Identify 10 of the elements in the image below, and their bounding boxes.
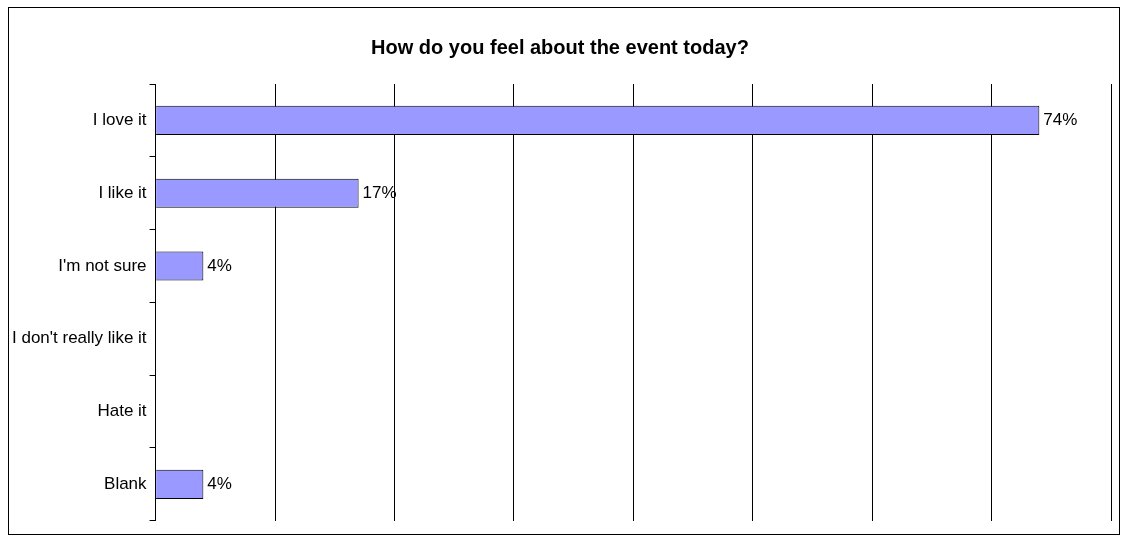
y-tick-label: Hate it [97, 401, 147, 421]
data-label: 74% [1043, 110, 1078, 130]
y-tick-label: I'm not sure [58, 255, 147, 275]
data-label: 4% [207, 474, 232, 494]
y-tick-label: I love it [92, 110, 147, 130]
y-tick-label: I don't really like it [11, 328, 147, 348]
data-label: 4% [207, 255, 232, 275]
y-tick-label: I like it [98, 182, 147, 202]
y-tick-label: Blank [104, 474, 148, 494]
chart-title: How do you feel about the event today? [371, 35, 749, 58]
